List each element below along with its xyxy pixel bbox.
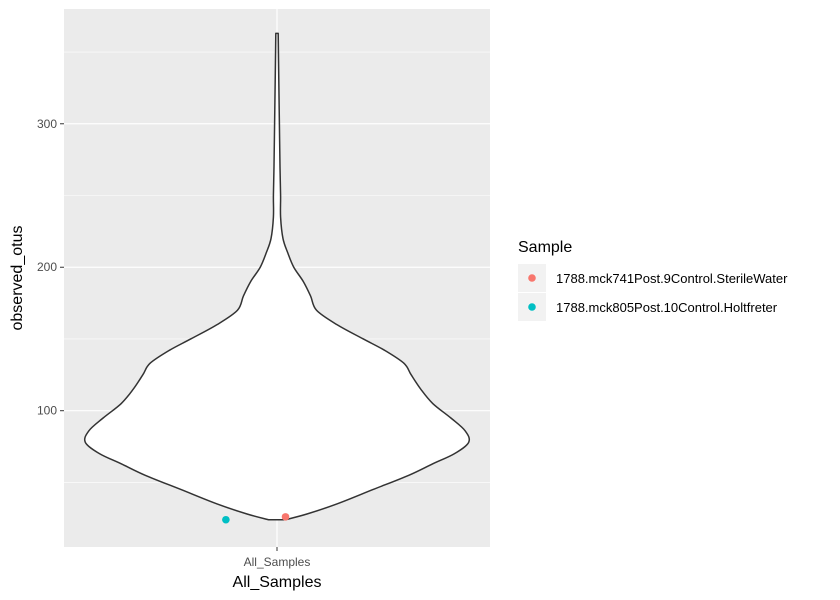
legend-title: Sample <box>518 239 572 256</box>
legend-label: 1788.mck805Post.10Control.Holtfreter <box>556 300 778 315</box>
x-axis-title: All_Samples <box>233 574 322 591</box>
legend: Sample 1788.mck741Post.9Control.SterileW… <box>518 239 788 321</box>
y-tick-label: 300 <box>37 117 57 131</box>
violin-layer <box>83 32 471 521</box>
y-axis-title: observed_otus <box>9 226 26 331</box>
x-axis-ticks: All_Samples <box>244 547 311 569</box>
sample-point <box>222 515 230 524</box>
y-tick-label: 200 <box>37 260 57 274</box>
legend-swatch <box>528 303 536 311</box>
violin-shape <box>83 32 471 521</box>
x-tick-label: All_Samples <box>244 555 311 569</box>
legend-swatch <box>528 274 536 282</box>
y-axis-ticks: 100 200 300 <box>37 117 64 418</box>
sample-points <box>222 513 290 524</box>
legend-label: 1788.mck741Post.9Control.SterileWater <box>556 271 788 286</box>
y-tick-label: 100 <box>37 404 57 418</box>
legend-entries: 1788.mck741Post.9Control.SterileWater 178… <box>518 264 788 321</box>
sample-point <box>281 513 290 521</box>
